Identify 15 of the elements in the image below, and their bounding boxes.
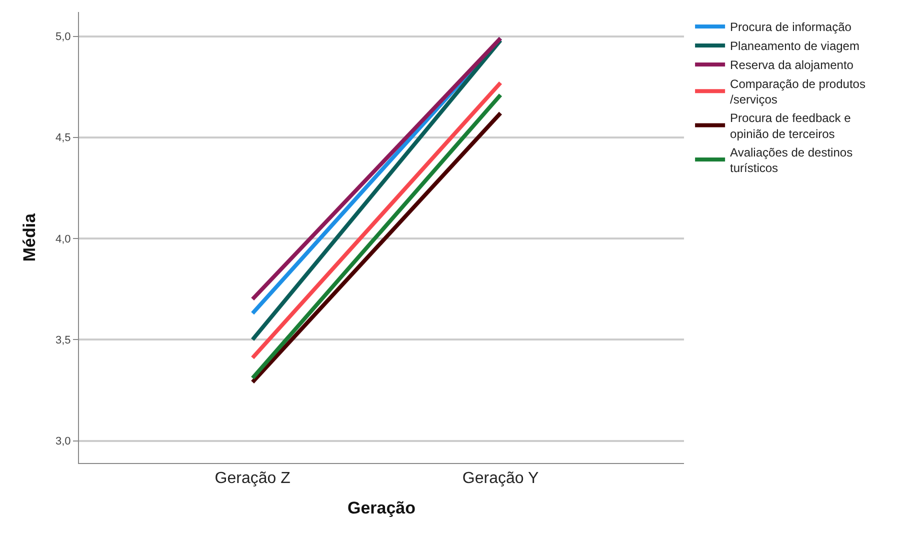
x-tick-label: Geração Z bbox=[214, 470, 291, 488]
legend-label: Avaliações de destinos turísticos bbox=[730, 145, 853, 175]
x-axis-title: Geração bbox=[347, 498, 416, 518]
y-tick-label: 4,0 bbox=[56, 233, 71, 246]
legend-label: Reserva da alojamento bbox=[730, 58, 854, 72]
legend-label: Procura de feedback e opinião de terceiros bbox=[730, 111, 852, 141]
x-tick-label: Geração Y bbox=[462, 470, 539, 488]
legend-label: Comparação de produtos /serviços bbox=[730, 76, 866, 107]
y-tick-label: 5,0 bbox=[56, 31, 71, 44]
y-tick-label: 3,0 bbox=[56, 436, 71, 448]
legend-label: Procura de informação bbox=[730, 20, 852, 34]
y-tick-label: 4,5 bbox=[56, 132, 71, 144]
y-axis-title: Média bbox=[20, 212, 40, 262]
y-tick-label: 3,5 bbox=[56, 334, 71, 346]
legend-label: Planeamento de viagem bbox=[730, 39, 860, 54]
